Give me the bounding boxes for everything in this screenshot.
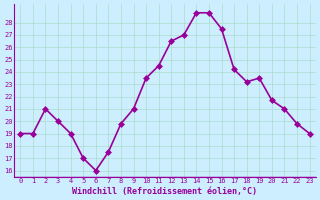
X-axis label: Windchill (Refroidissement éolien,°C): Windchill (Refroidissement éolien,°C) [72, 187, 258, 196]
